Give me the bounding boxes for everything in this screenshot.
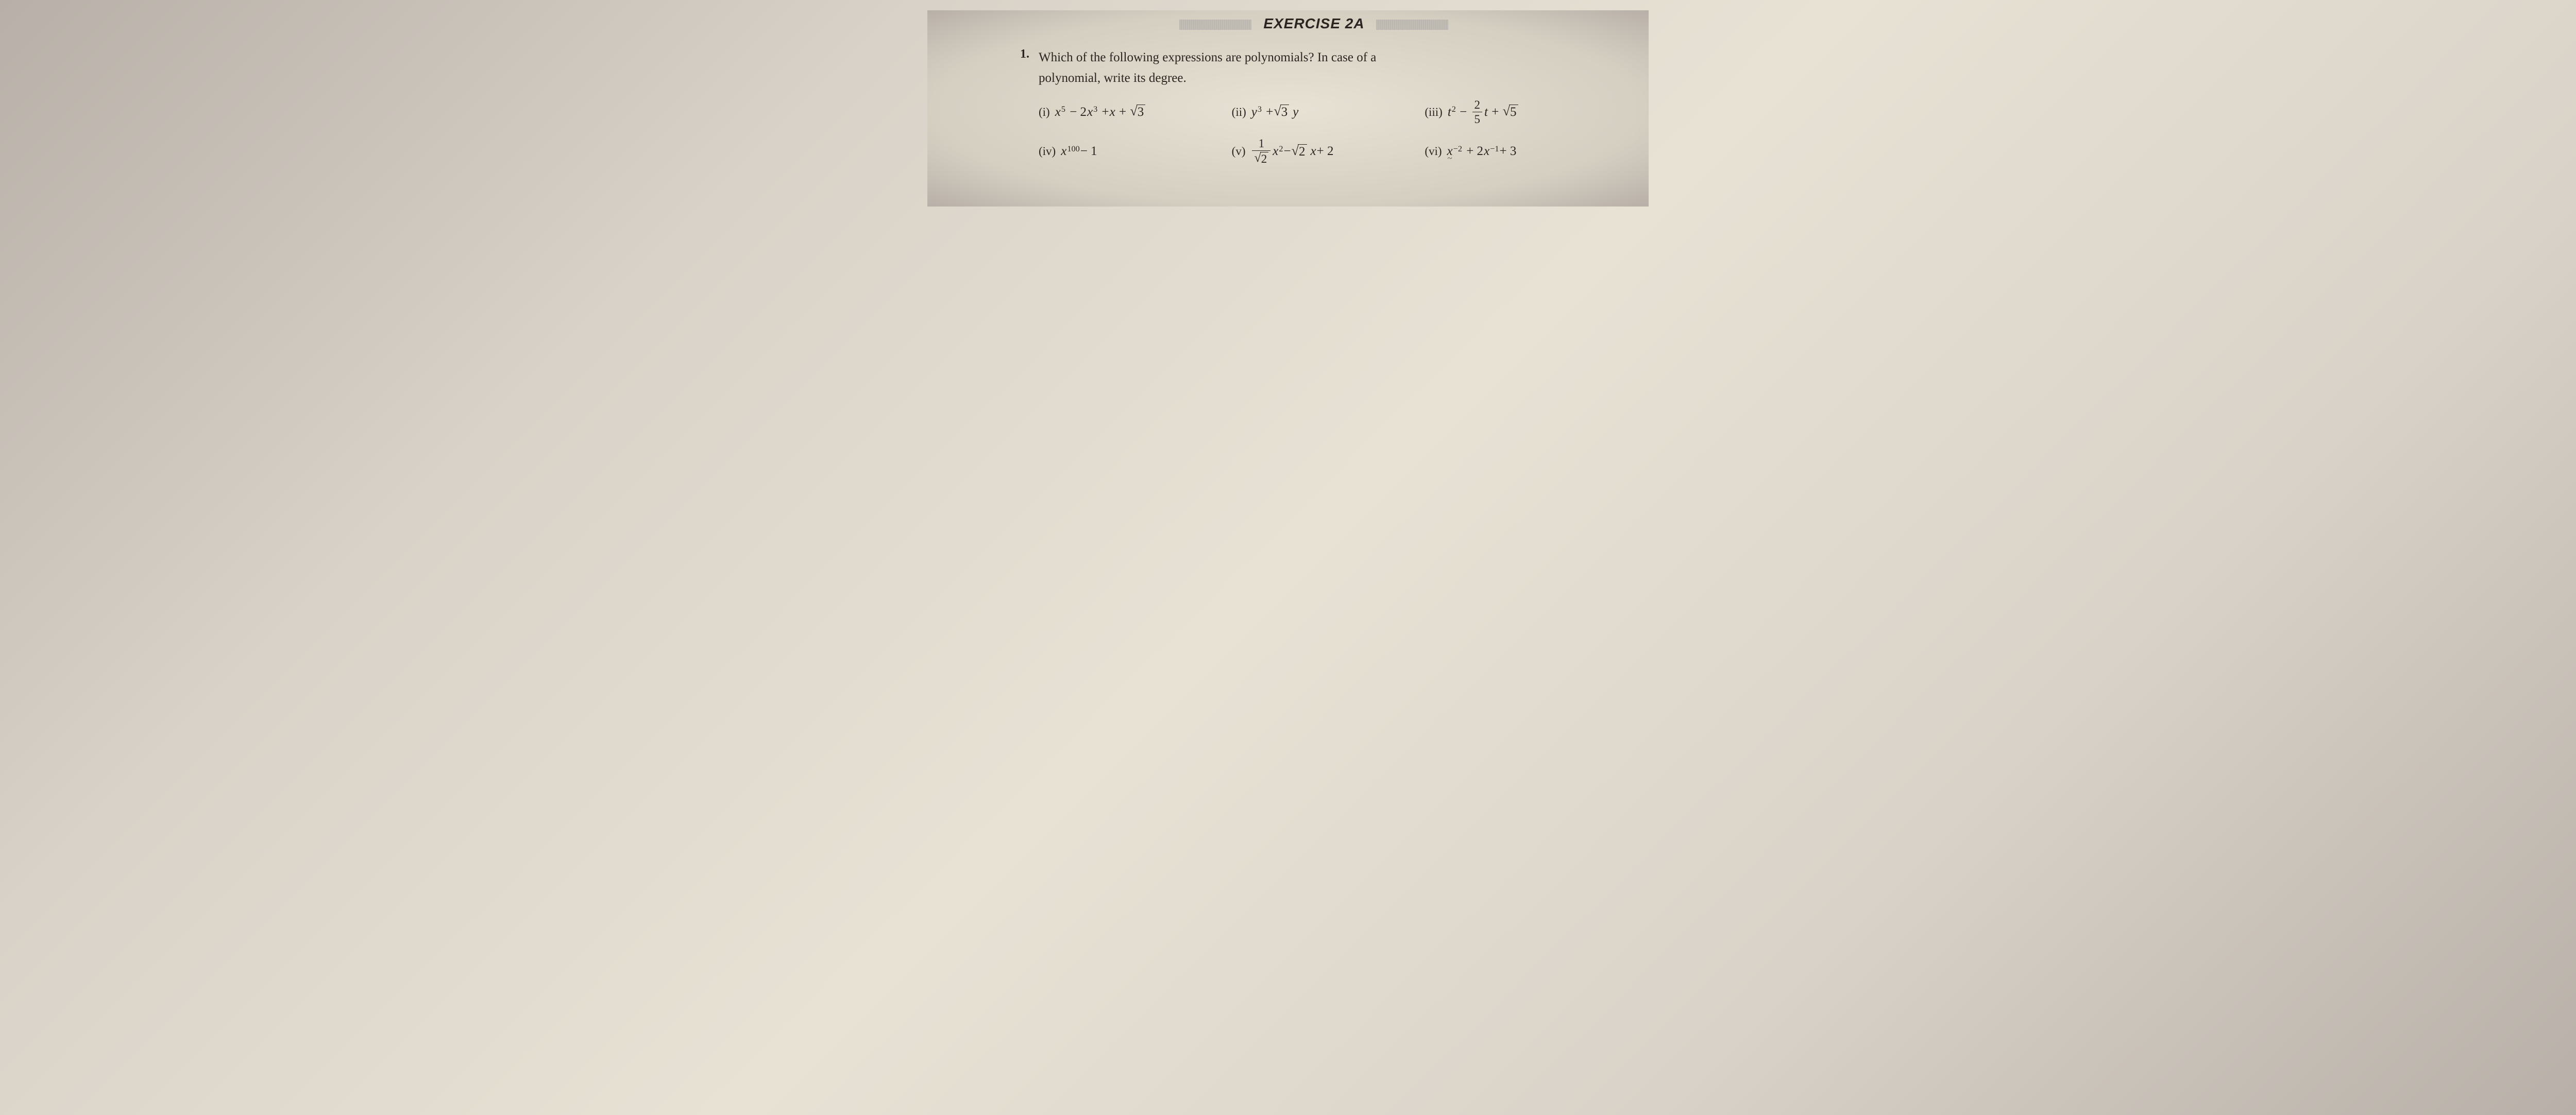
option-label: (i) bbox=[1039, 106, 1050, 119]
option-label: (ii) bbox=[1232, 106, 1246, 119]
question-line-2: polynomial, write its degree. bbox=[1039, 71, 1187, 85]
var-x: x bbox=[1087, 105, 1093, 119]
sqrt-2: √2 bbox=[1292, 144, 1307, 159]
expression-i: x5 − 2x3 + x + √3 bbox=[1055, 105, 1146, 119]
expression-ii: y3 + √3 y bbox=[1251, 105, 1299, 119]
sqrt-3: √3 bbox=[1130, 105, 1145, 119]
expression-iii: t2 − 25t + √5 bbox=[1448, 99, 1518, 125]
coef: − 2 bbox=[1070, 105, 1087, 119]
op: + bbox=[1102, 105, 1109, 119]
exercise-header: EXERCISE 2A bbox=[1020, 15, 1607, 32]
exp: −1 bbox=[1490, 144, 1499, 154]
expression-iv: x100 − 1 bbox=[1061, 144, 1097, 159]
var-x: x bbox=[1055, 105, 1061, 119]
var-x: x bbox=[1447, 144, 1453, 158]
literal: − 1 bbox=[1080, 144, 1097, 159]
option-label: (vi) bbox=[1425, 145, 1442, 158]
question-block: 1. Which of the following expressions ar… bbox=[1020, 47, 1607, 89]
literal: + 2 bbox=[1317, 144, 1334, 159]
header-decoration-right bbox=[1376, 20, 1448, 30]
option-label: (v) bbox=[1232, 145, 1246, 158]
exp: 2 bbox=[1452, 105, 1456, 114]
fraction-1-sqrt2: 1 √2 bbox=[1252, 138, 1270, 165]
var-t: t bbox=[1484, 105, 1488, 119]
exp: 3 bbox=[1093, 105, 1097, 114]
var-x: x bbox=[1273, 144, 1278, 159]
exp: 100 bbox=[1067, 144, 1079, 154]
var-y: y bbox=[1293, 105, 1298, 119]
literal: + 3 bbox=[1499, 144, 1516, 159]
exp: −2 bbox=[1453, 144, 1462, 154]
expression-vi: x−2 + 2x−1 + 3 bbox=[1447, 144, 1517, 159]
option-i: (i) x5 − 2x3 + x + √3 bbox=[1039, 105, 1222, 119]
option-ii: (ii) y3 + √3 y bbox=[1232, 105, 1415, 119]
option-iv: (iv) x100 − 1 bbox=[1039, 144, 1222, 159]
question-text: Which of the following expressions are p… bbox=[1039, 47, 1376, 89]
question-line-1: Which of the following expressions are p… bbox=[1039, 50, 1376, 64]
sqrt-2: √2 bbox=[1254, 152, 1268, 165]
sqrt-3: √3 bbox=[1274, 105, 1289, 119]
option-iii: (iii) t2 − 25t + √5 bbox=[1425, 99, 1607, 125]
var-x: x bbox=[1061, 144, 1066, 159]
coef: + 2 bbox=[1466, 144, 1483, 159]
fraction-2-5: 25 bbox=[1472, 99, 1483, 125]
options-grid: (i) x5 − 2x3 + x + √3 (ii) y3 + √3 y (ii… bbox=[1020, 99, 1607, 165]
exercise-title: EXERCISE 2A bbox=[1263, 15, 1364, 31]
var-y: y bbox=[1251, 105, 1257, 119]
exp: 2 bbox=[1279, 144, 1283, 154]
option-label: (iii) bbox=[1425, 106, 1443, 119]
var-x: x bbox=[1484, 144, 1489, 159]
op: + bbox=[1266, 105, 1273, 119]
expression-v: 1 √2 x2 − √2 x + 2 bbox=[1250, 138, 1333, 165]
var-x: x bbox=[1311, 144, 1316, 159]
op: − bbox=[1283, 144, 1291, 159]
option-v: (v) 1 √2 x2 − √2 x + 2 bbox=[1232, 138, 1415, 165]
sqrt-5: √5 bbox=[1503, 105, 1518, 119]
option-label: (iv) bbox=[1039, 145, 1056, 158]
var-t: t bbox=[1448, 105, 1451, 119]
exp: 5 bbox=[1061, 105, 1065, 114]
header-decoration-left bbox=[1179, 20, 1251, 30]
option-vi: (vi) x−2 + 2x−1 + 3 bbox=[1425, 144, 1607, 159]
question-number: 1. bbox=[1020, 47, 1032, 89]
var-x: x bbox=[1110, 105, 1115, 119]
textbook-page: EXERCISE 2A 1. Which of the following ex… bbox=[927, 10, 1649, 207]
exp: 3 bbox=[1258, 105, 1262, 114]
